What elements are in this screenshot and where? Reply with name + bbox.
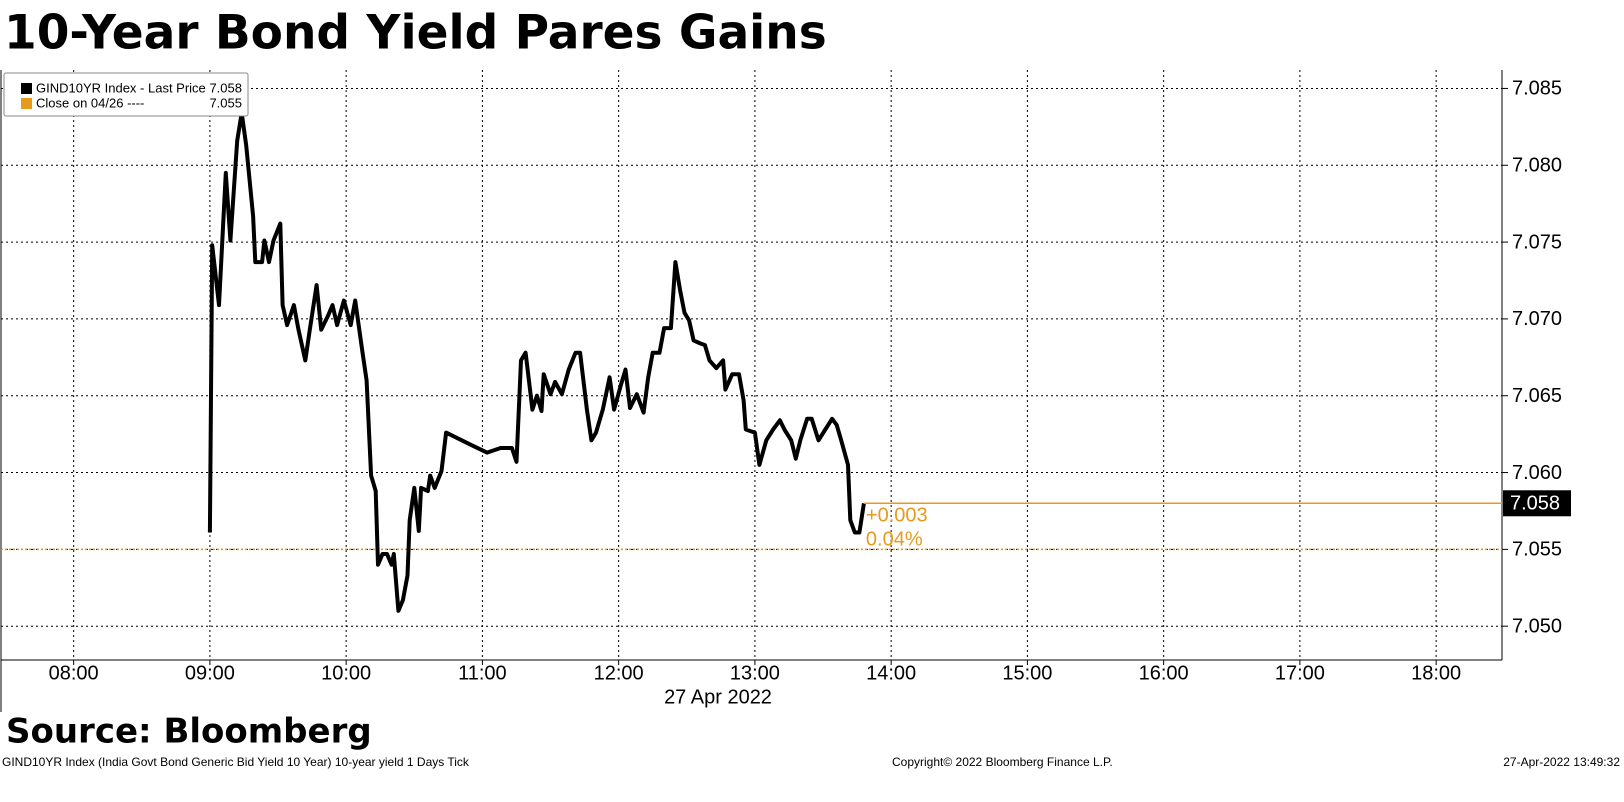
legend-value: 7.058 [209,80,242,95]
x-tick-label: 18:00 [1411,662,1461,684]
last-price-label: 7.058 [1510,493,1560,515]
footer-copyright: Copyright© 2022 Bloomberg Finance L.P. [892,755,1113,769]
y-tick-label: 7.065 [1512,385,1562,407]
legend-label: Close on 04/26 ---- [36,95,144,110]
x-axis-label: 27 Apr 2022 [664,686,772,708]
legend-swatch [21,98,32,109]
legend: GIND10YR Index - Last Price 7.058 Close on… [3,72,249,117]
legend-value: 7.055 [209,95,242,110]
x-tick-label: 16:00 [1139,662,1189,684]
x-tick-label: 15:00 [1002,662,1052,684]
footer-timestamp: 27-Apr-2022 13:49:32 [1503,755,1620,769]
y-tick-label: 7.055 [1512,539,1562,561]
x-tick-label: 11:00 [458,662,507,684]
y-tick-label: 7.060 [1512,462,1562,484]
x-tick-label: 14:00 [866,662,916,684]
legend-label: GIND10YR Index - Last Price [36,80,206,95]
x-tick-label: 10:00 [321,662,371,684]
x-tick-label: 13:00 [730,662,780,684]
source: Source: Bloomberg [6,712,372,752]
legend-swatch [21,83,32,94]
y-tick-label: 7.075 [1512,231,1562,253]
x-tick-label: 09:00 [185,662,235,684]
series-line [207,111,866,613]
x-tick-label: 12:00 [594,662,644,684]
last-price-tag [1503,490,1571,517]
x-tick-label: 08:00 [49,662,99,684]
y-tick-label: 7.050 [1512,615,1562,637]
x-tick-label: 17:00 [1275,662,1325,684]
y-tick-label: 7.080 [1512,155,1562,177]
chart-title: 10-Year Bond Yield Pares Gains [4,6,827,61]
change-label: 0.04% [866,529,923,551]
legend-box [3,72,249,117]
change-label: +0.003 [866,505,928,527]
y-tick-label: 7.085 [1512,78,1562,100]
footer-description: GIND10YR Index (India Govt Bond Generic … [2,755,470,769]
y-tick-label: 7.070 [1512,308,1562,330]
